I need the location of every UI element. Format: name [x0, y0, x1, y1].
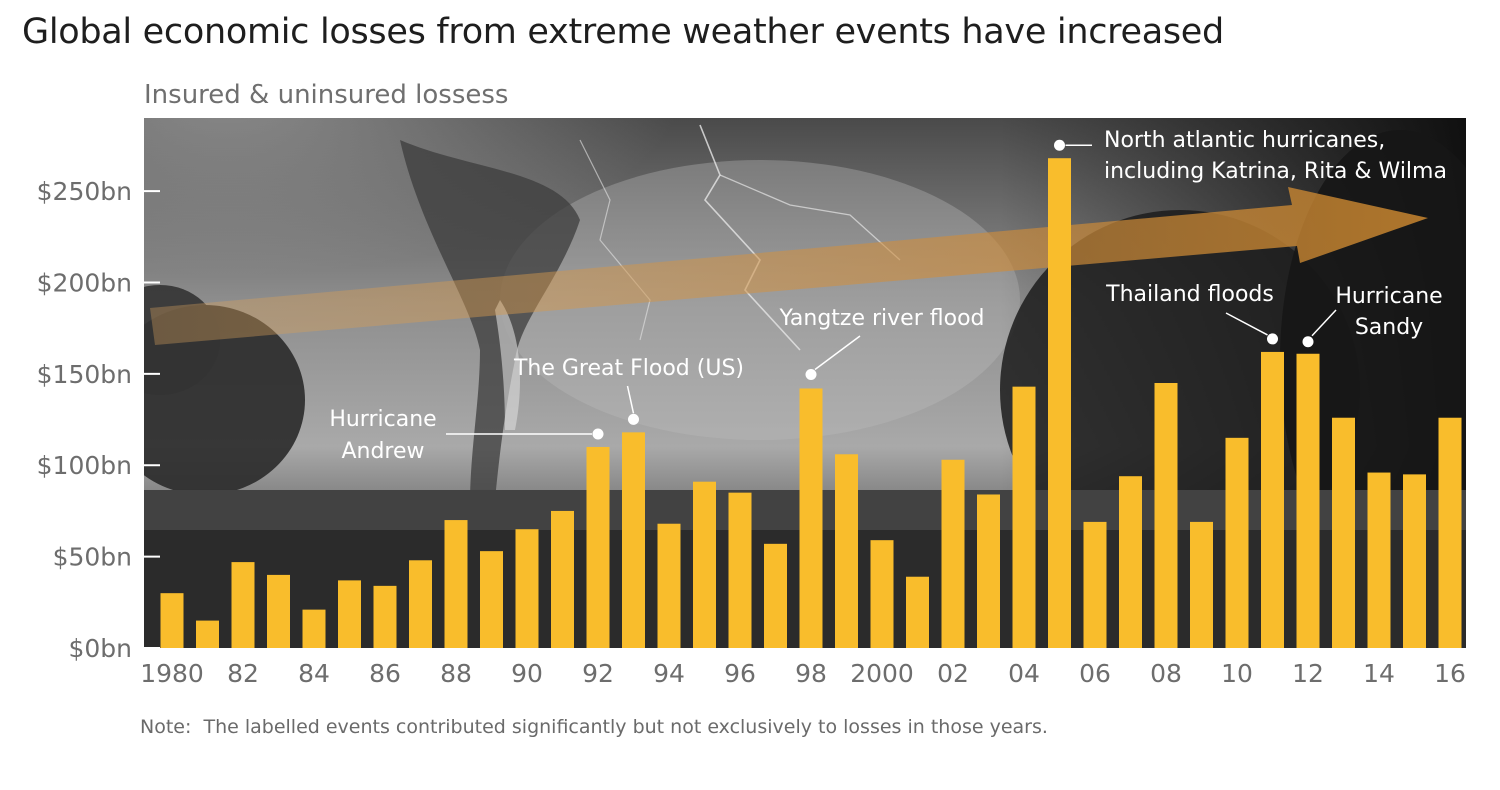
bar-1989 [480, 551, 503, 648]
annotations: Hurricane Andrew The Great Flood (US) Yangt… [329, 128, 1447, 464]
annotation-label: Thailand floods [1105, 282, 1274, 307]
bar-1982 [231, 562, 255, 648]
annotation-leader [626, 385, 635, 414]
bar-2014 [1367, 472, 1391, 648]
y-tick-label: $250bn [37, 177, 132, 206]
bar-2013 [1332, 417, 1355, 648]
bar-1999 [835, 454, 858, 648]
annotation-dot [1267, 333, 1278, 345]
x-tick-label: 02 [937, 659, 969, 688]
annotation-leader [814, 335, 861, 371]
annotation-label: The Great Flood (US) [513, 356, 744, 381]
annotation-dot [592, 428, 604, 440]
bar-1983 [267, 574, 290, 648]
x-tick-label: 98 [795, 659, 827, 688]
annotation-leader [1311, 309, 1337, 337]
bar-1995 [693, 481, 716, 648]
y-tick-label: $100bn [37, 451, 132, 480]
annotation-dot [805, 368, 817, 380]
bar-2006 [1083, 521, 1107, 648]
x-tick-label: 86 [369, 659, 401, 688]
x-tick-label: 84 [298, 659, 330, 688]
bar-1992 [586, 446, 610, 648]
bar-1998 [799, 388, 823, 648]
bar-1987 [409, 560, 432, 648]
chart-subtitle: Insured & uninsured lossess [144, 80, 509, 110]
bar-1990 [515, 529, 539, 648]
bar-1986 [373, 585, 397, 648]
trend-arrow [150, 187, 1428, 345]
annotation-label: Andrew [341, 439, 424, 464]
bar-1984 [302, 609, 326, 648]
x-tick-label: 12 [1292, 659, 1324, 688]
bar-2010 [1225, 437, 1249, 648]
y-tick-label: $200bn [37, 268, 132, 297]
bar-2009 [1190, 521, 1213, 648]
x-tick-label: 92 [582, 659, 614, 688]
bar-2002 [941, 459, 965, 648]
annotation-label: including Katrina, Rita & Wilma [1104, 159, 1447, 184]
x-tick-label: 08 [1150, 659, 1182, 688]
annotation-label: Sandy [1355, 315, 1423, 340]
y-tick-label: $150bn [37, 360, 132, 389]
x-tick-label: 90 [511, 659, 543, 688]
bar-2016 [1438, 417, 1462, 648]
x-axis: 1980 82 84 86 88 90 92 94 96 98 2000 02 04 06 08 10 12 14… [140, 659, 1466, 688]
bar-2008 [1154, 383, 1178, 648]
bar-series [160, 158, 1462, 648]
x-tick-label: 04 [1008, 659, 1040, 688]
bar-2005 [1048, 158, 1071, 648]
x-tick-label: 82 [227, 659, 259, 688]
bar-2007 [1119, 476, 1142, 648]
x-tick-label: 06 [1079, 659, 1111, 688]
x-tick-label: 88 [440, 659, 472, 688]
bar-1994 [657, 523, 681, 648]
bar-1988 [444, 520, 468, 648]
bar-2000 [870, 540, 894, 648]
chart-title: Global economic losses from extreme weat… [22, 12, 1224, 52]
x-tick-label: 10 [1221, 659, 1253, 688]
annotation-dot [1054, 139, 1065, 151]
x-tick-label: 96 [724, 659, 756, 688]
x-tick-label: 94 [653, 659, 685, 688]
y-tick-label: $0bn [68, 634, 132, 663]
y-tick-label: $50bn [53, 543, 132, 572]
chart-note: Note: The labelled events contributed si… [140, 716, 1048, 738]
bar-1997 [764, 543, 787, 648]
y-axis: $0bn $50bn $100bn $150bn $200bn $250bn [37, 177, 160, 663]
bar-2003 [977, 494, 1000, 648]
annotation-leader [1225, 312, 1268, 336]
annotation-label: Hurricane [329, 407, 436, 432]
annotation-dot [1302, 336, 1314, 348]
bar-2012 [1296, 353, 1320, 648]
bar-2004 [1012, 386, 1036, 648]
annotation-dot [628, 413, 639, 425]
annotation-label: Yangtze river flood [779, 306, 985, 331]
bar-1991 [551, 510, 574, 648]
x-tick-label: 16 [1434, 659, 1466, 688]
annotation-label: North atlantic hurricanes, [1104, 128, 1385, 153]
annotation-label: Hurricane [1335, 284, 1442, 309]
bar-2001 [906, 576, 929, 648]
bar-1993 [622, 432, 645, 648]
bar-2011 [1261, 351, 1284, 648]
bar-1981 [196, 620, 219, 648]
bar-1996 [728, 492, 752, 648]
x-tick-label: 14 [1363, 659, 1395, 688]
bar-2015 [1403, 474, 1426, 648]
x-tick-label: 1980 [140, 659, 204, 688]
x-tick-label: 2000 [850, 659, 914, 688]
bar-1980 [160, 593, 184, 648]
bar-1985 [338, 580, 361, 648]
